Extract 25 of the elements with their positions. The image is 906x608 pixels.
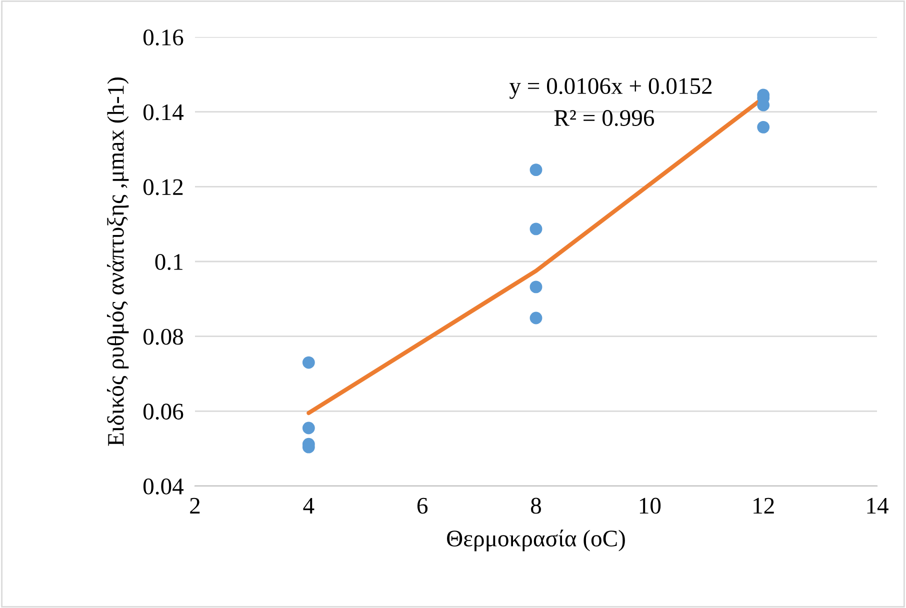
x-tick-label: 4 bbox=[303, 498, 314, 514]
x-tick-label: 14 bbox=[867, 498, 888, 514]
annotation: y = 0.0106x + 0.0152 bbox=[509, 78, 712, 99]
y-axis-title: Ειδικός ρυθμός ανάπτυξης ,μmax (h-1) bbox=[106, 77, 129, 446]
y-tick-label: 0.04 bbox=[143, 478, 184, 495]
point bbox=[530, 164, 542, 176]
point bbox=[530, 312, 542, 324]
point bbox=[302, 422, 315, 434]
point bbox=[530, 280, 542, 294]
y-tick-label: 0.12 bbox=[143, 179, 183, 196]
y-tick-label: 0.08 bbox=[143, 328, 183, 345]
y-tick-label: 0.1 bbox=[155, 254, 182, 270]
x-tick-label: 2 bbox=[190, 498, 200, 514]
y-tick-label: 0.14 bbox=[143, 104, 184, 120]
y-tick-label: 0.16 bbox=[143, 29, 184, 46]
x-tick-label: 12 bbox=[754, 498, 774, 514]
x-tick-label: 8 bbox=[530, 498, 542, 514]
annotation: R² = 0.996 bbox=[554, 110, 654, 126]
y-tick-label: 0.06 bbox=[143, 404, 184, 420]
x-tick-label: 10 bbox=[640, 498, 661, 514]
point bbox=[757, 120, 770, 134]
point bbox=[302, 356, 315, 369]
point bbox=[530, 222, 542, 236]
x-tick-label: 6 bbox=[417, 498, 428, 514]
x-axis-title: Θερμοκρασία (oC) bbox=[447, 530, 625, 552]
